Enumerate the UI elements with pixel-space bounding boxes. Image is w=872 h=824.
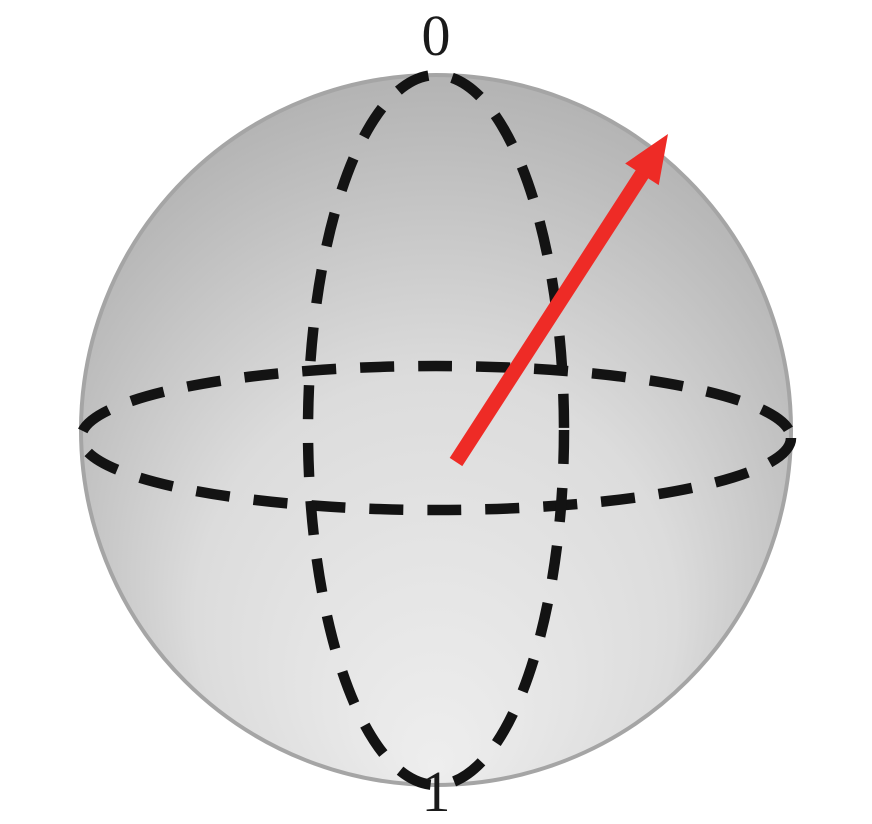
bloch-sphere-canvas: 0 1 (0, 0, 872, 821)
bloch-sphere-svg (0, 0, 872, 821)
pole-label-zero: 0 (378, 7, 494, 65)
sphere-body (81, 75, 791, 785)
pole-label-one: 1 (378, 763, 494, 821)
